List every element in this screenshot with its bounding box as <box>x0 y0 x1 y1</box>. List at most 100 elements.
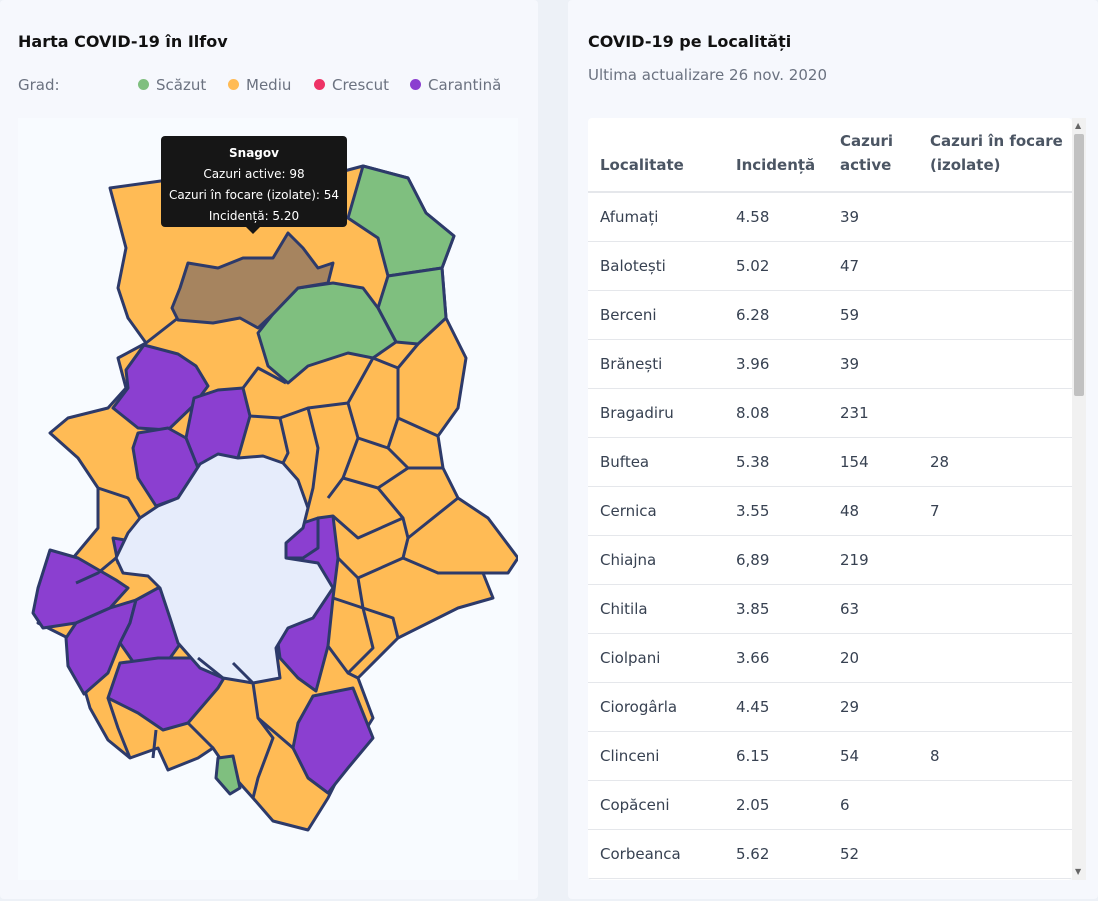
cell-cazuri-active: 231 <box>828 388 918 438</box>
table-row[interactable]: Cernica 3.55 48 7 <box>588 486 1072 536</box>
table-row[interactable]: Brănești 3.96 39 <box>588 339 1072 389</box>
table-card: COVID-19 pe Localități Ultima actualizar… <box>568 0 1098 899</box>
zone-border <box>257 716 294 750</box>
cell-localitate: Chiajna <box>588 535 724 585</box>
table-row[interactable]: Corbeanca 5.62 52 <box>588 829 1072 879</box>
cell-incidenta: 6,89 <box>724 535 828 585</box>
scrollbar-thumb[interactable] <box>1074 134 1084 396</box>
cell-incidenta: 3.66 <box>724 633 828 683</box>
cell-cazuri-focare <box>918 241 1072 291</box>
cell-localitate: Bragadiru <box>588 388 724 438</box>
cell-localitate: Chitila <box>588 584 724 634</box>
last-updated: Ultima actualizare 26 nov. 2020 <box>588 66 827 84</box>
zone-border <box>306 407 320 509</box>
cell-cazuri-focare <box>918 192 1072 242</box>
zone-border <box>346 607 375 675</box>
zone-scazut <box>256 281 398 385</box>
column-header-localitate[interactable]: Localitate <box>588 118 724 193</box>
zone-border <box>75 556 117 585</box>
legend-dot-icon <box>410 79 421 90</box>
table-row[interactable]: Buftea 5.38 154 28 <box>588 437 1072 487</box>
zone-border <box>356 577 400 639</box>
cell-cazuri-focare: 7 <box>918 486 1072 536</box>
cell-localitate: Ciorogârla <box>588 682 724 732</box>
table-body: Afumați 4.58 39 Balotești 5.02 47 Berceni 6.28 5… <box>588 192 1072 879</box>
legend-item-mediu[interactable]: Mediu <box>228 76 291 94</box>
cell-incidenta: 2.05 <box>724 780 828 830</box>
cell-cazuri-focare <box>918 290 1072 340</box>
table-row[interactable]: Ciolpani 3.66 20 <box>588 633 1072 683</box>
cell-localitate: Balotești <box>588 241 724 291</box>
cell-cazuri-active: 48 <box>828 486 918 536</box>
column-header-cazuri-focare[interactable]: Cazuri în focare (izolate) <box>918 118 1072 193</box>
zone-border <box>386 417 443 470</box>
zone-border <box>376 487 459 540</box>
column-header-cazuri-active[interactable]: Cazuri active <box>828 118 918 193</box>
zone-border <box>401 537 483 575</box>
ilfov-map[interactable]: Snagov Cazuri active: 98 Cazuri în focar… <box>18 118 518 880</box>
cell-cazuri-active: 63 <box>828 584 918 634</box>
cell-cazuri-active: 59 <box>828 290 918 340</box>
tooltip-active: Cazuri active: 98 <box>203 167 305 181</box>
table-row[interactable]: Copăceni 2.05 6 <box>588 780 1072 830</box>
cell-cazuri-active: 6 <box>828 780 918 830</box>
cell-cazuri-focare <box>918 584 1072 634</box>
cell-localitate: Buftea <box>588 437 724 487</box>
cell-localitate: Ciolpani <box>588 633 724 683</box>
cell-incidenta: 5.38 <box>724 437 828 487</box>
zone-border <box>332 596 364 610</box>
localities-table-container[interactable]: Localitate Incidență Cazuri active Cazur… <box>588 118 1072 880</box>
cell-incidenta: 5.62 <box>724 829 828 879</box>
cell-localitate: Cernica <box>588 486 724 536</box>
cell-localitate: Afumați <box>588 192 724 242</box>
zone-border <box>326 402 360 499</box>
zone-border <box>97 486 142 519</box>
cell-cazuri-focare <box>918 829 1072 879</box>
cell-localitate: Corbeanca <box>588 829 724 879</box>
table-scrollbar[interactable]: ▲ ▼ <box>1072 118 1086 880</box>
zone-border <box>106 697 132 759</box>
zone-carantina <box>64 598 138 696</box>
table-row[interactable]: Bragadiru 8.08 231 <box>588 388 1072 438</box>
cell-incidenta: 4.45 <box>724 682 828 732</box>
zone-border <box>151 729 158 759</box>
scroll-up-icon[interactable]: ▲ <box>1075 121 1082 130</box>
table-row[interactable]: Clinceni 6.15 54 8 <box>588 731 1072 781</box>
map-svg <box>31 164 518 832</box>
tooltip-title: Snagov <box>229 146 279 160</box>
legend-item-crescut[interactable]: Crescut <box>314 76 389 94</box>
zone-border <box>332 514 404 540</box>
cell-cazuri-active: 54 <box>828 731 918 781</box>
legend-label: Grad: <box>18 76 60 94</box>
cell-cazuri-active: 47 <box>828 241 918 291</box>
map-card: Harta COVID-19 în Ilfov Grad: Scăzut Med… <box>0 0 538 899</box>
legend-item-carantina[interactable]: Carantină <box>410 76 501 94</box>
scroll-down-icon[interactable]: ▼ <box>1075 867 1082 876</box>
cell-cazuri-active: 52 <box>828 829 918 879</box>
legend-item-scazut[interactable]: Scăzut <box>138 76 206 94</box>
map-legend: Grad: Scăzut Mediu Crescut Carantină <box>18 76 518 96</box>
cell-cazuri-focare <box>918 682 1072 732</box>
tooltip-incidenta: Incidență: 5.20 <box>208 209 300 223</box>
cell-incidenta: 8.08 <box>724 388 828 438</box>
legend-dot-icon <box>138 79 149 90</box>
cell-incidenta: 3.85 <box>724 584 828 634</box>
table-row[interactable]: Ciorogârla 4.45 29 <box>588 682 1072 732</box>
zone-carantina <box>106 656 235 732</box>
cell-incidenta: 3.55 <box>724 486 828 536</box>
cell-cazuri-focare: 8 <box>918 731 1072 781</box>
cell-localitate: Clinceni <box>588 731 724 781</box>
cell-localitate: Berceni <box>588 290 724 340</box>
table-row[interactable]: Balotești 5.02 47 <box>588 241 1072 291</box>
localities-table: Localitate Incidență Cazuri active Cazur… <box>588 118 1072 879</box>
column-header-incidenta[interactable]: Incidență <box>724 118 828 193</box>
zone-border <box>197 656 224 680</box>
table-row[interactable]: Berceni 6.28 59 <box>588 290 1072 340</box>
table-row[interactable]: Afumați 4.58 39 <box>588 192 1072 242</box>
table-row[interactable]: Chitila 3.85 63 <box>588 584 1072 634</box>
table-row[interactable]: Chiajna 6,89 219 <box>588 535 1072 585</box>
cell-localitate: Brănești <box>588 339 724 389</box>
cell-incidenta: 5.02 <box>724 241 828 291</box>
cell-cazuri-focare <box>918 339 1072 389</box>
cell-cazuri-active: 20 <box>828 633 918 683</box>
